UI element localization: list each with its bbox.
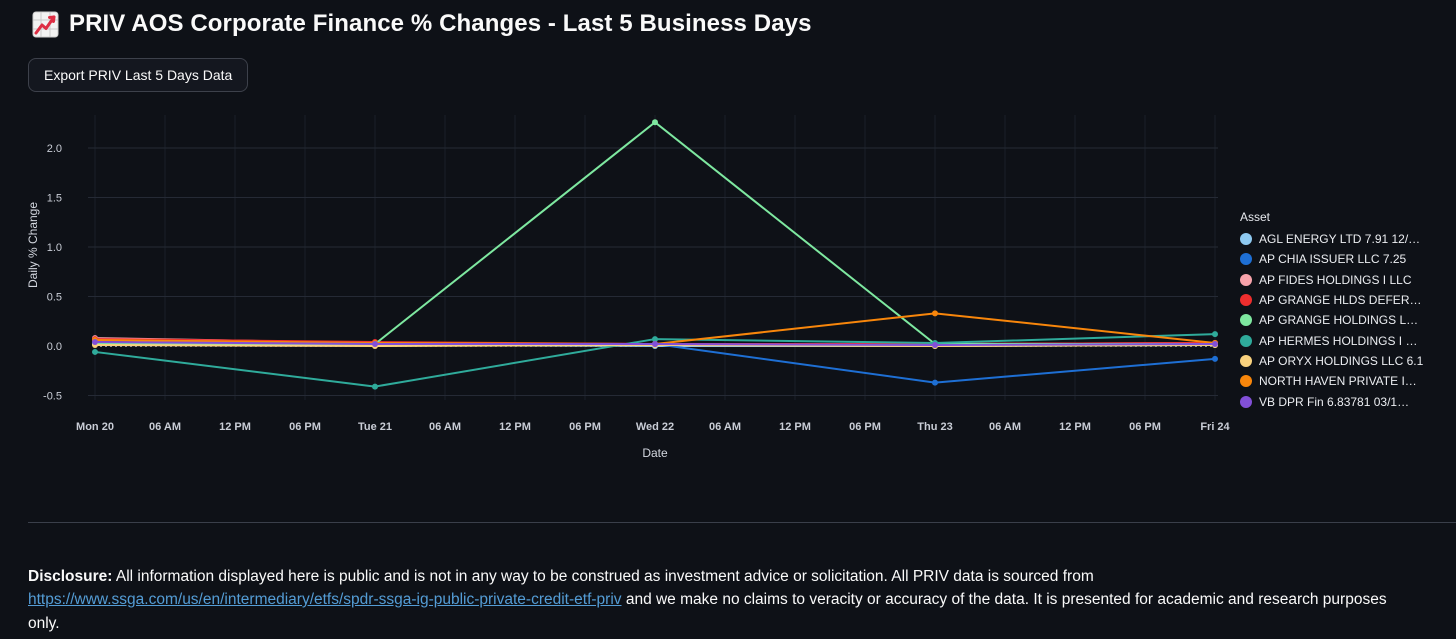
x-tick-label: 12 PM bbox=[779, 421, 811, 433]
export-data-button[interactable]: Export PRIV Last 5 Days Data bbox=[28, 58, 249, 92]
data-point bbox=[92, 348, 98, 355]
source-link[interactable]: https://www.ssga.com/us/en/intermediary/… bbox=[28, 591, 622, 609]
data-point bbox=[652, 119, 658, 126]
y-tick-label: 1.5 bbox=[47, 193, 62, 205]
data-point bbox=[932, 342, 938, 349]
x-tick-label: 06 PM bbox=[289, 421, 321, 433]
y-axis-title: Daily % Change bbox=[26, 202, 40, 288]
data-point bbox=[932, 310, 938, 317]
x-tick-label: 12 PM bbox=[219, 421, 251, 433]
x-tick-label: 06 AM bbox=[709, 421, 741, 433]
data-point bbox=[1212, 355, 1218, 362]
x-tick-label: Thu 23 bbox=[917, 421, 952, 433]
x-tick-label: 06 AM bbox=[989, 421, 1021, 433]
disclosure-text: Disclosure: All information displayed he… bbox=[28, 565, 1400, 636]
y-tick-label: -0.5 bbox=[43, 391, 62, 403]
legend-color-dot bbox=[1240, 273, 1252, 286]
y-tick-label: 0.0 bbox=[47, 341, 62, 353]
data-point bbox=[372, 341, 378, 348]
data-point bbox=[652, 336, 658, 343]
legend-color-dot bbox=[1240, 233, 1252, 246]
data-point bbox=[372, 383, 378, 390]
legend-item[interactable]: AP CHIA ISSUER LLC 7.25 bbox=[1240, 249, 1450, 269]
chart-legend: Asset AGL ENERGY LTD 7.91 12/… AP CHIA IS… bbox=[1240, 210, 1450, 412]
legend-color-dot bbox=[1240, 334, 1252, 347]
x-tick-label: Mon 20 bbox=[76, 421, 114, 433]
legend-color-dot bbox=[1240, 375, 1252, 388]
x-tick-label: 06 AM bbox=[149, 421, 181, 433]
x-tick-label: 06 PM bbox=[1129, 421, 1161, 433]
legend-color-dot bbox=[1240, 253, 1252, 266]
legend-label: VB DPR Fin 6.83781 03/1… bbox=[1259, 394, 1410, 409]
x-tick-label: Wed 22 bbox=[636, 421, 674, 433]
legend-label: NORTH HAVEN PRIVATE I… bbox=[1259, 374, 1417, 389]
x-tick-label: 12 PM bbox=[1059, 421, 1091, 433]
y-tick-label: 0.5 bbox=[47, 292, 62, 304]
legend-title: Asset bbox=[1240, 210, 1271, 224]
disclosure-after-link: and we make no claims to veracity or acc… bbox=[28, 591, 1387, 632]
legend-label: AP GRANGE HLDS DEFER… bbox=[1259, 293, 1422, 308]
legend-item[interactable]: AP GRANGE HOLDINGS L… bbox=[1240, 310, 1450, 330]
legend-label: AGL ENERGY LTD 7.91 12/… bbox=[1259, 232, 1421, 247]
legend-color-dot bbox=[1240, 314, 1252, 327]
x-tick-label: 06 PM bbox=[849, 421, 881, 433]
legend-item[interactable]: AP FIDES HOLDINGS I LLC bbox=[1240, 270, 1450, 290]
disclosure-before-link: All information displayed here is public… bbox=[112, 567, 1094, 585]
legend-item[interactable]: AP GRANGE HLDS DEFER… bbox=[1240, 290, 1450, 310]
x-tick-label: 06 AM bbox=[429, 421, 461, 433]
x-tick-label: Tue 21 bbox=[358, 421, 392, 433]
chart-increasing-icon bbox=[32, 11, 59, 38]
legend-label: AP GRANGE HOLDINGS L… bbox=[1259, 313, 1419, 328]
legend-item[interactable]: NORTH HAVEN PRIVATE I… bbox=[1240, 371, 1450, 391]
horizontal-divider bbox=[28, 522, 1456, 523]
legend-item[interactable]: VB DPR Fin 6.83781 03/1… bbox=[1240, 391, 1450, 411]
legend-label: AP FIDES HOLDINGS I LLC bbox=[1259, 272, 1412, 287]
legend-color-dot bbox=[1240, 395, 1252, 408]
chart-canvas[interactable]: 2.0 1.5 1.0 0.5 0.0 -0.5 Mon 20 06 AM 12 PM 06 PM… bbox=[0, 100, 1456, 475]
legend-label: AP ORYX HOLDINGS LLC 6.1 bbox=[1259, 353, 1424, 368]
x-axis-title: Date bbox=[642, 446, 668, 460]
legend-color-dot bbox=[1240, 354, 1252, 367]
data-point bbox=[92, 339, 98, 346]
page-title: PRIV AOS Corporate Finance % Changes - L… bbox=[69, 10, 812, 37]
y-tick-label: 2.0 bbox=[47, 143, 62, 155]
legend-item[interactable]: AP HERMES HOLDINGS I … bbox=[1240, 330, 1450, 350]
y-tick-label: 1.0 bbox=[47, 242, 62, 254]
data-point bbox=[1212, 331, 1218, 338]
data-point bbox=[1212, 341, 1218, 348]
x-tick-label: 12 PM bbox=[499, 421, 531, 433]
x-tick-label: Fri 24 bbox=[1200, 421, 1230, 433]
disclosure-label: Disclosure: bbox=[28, 567, 113, 585]
legend-label: AP CHIA ISSUER LLC 7.25 bbox=[1259, 252, 1407, 267]
data-point bbox=[652, 341, 658, 348]
legend-item[interactable]: AGL ENERGY LTD 7.91 12/… bbox=[1240, 229, 1450, 249]
page-header: PRIV AOS Corporate Finance % Changes - L… bbox=[32, 10, 812, 38]
legend-label: AP HERMES HOLDINGS I … bbox=[1259, 333, 1418, 348]
data-point bbox=[932, 379, 938, 386]
legend-color-dot bbox=[1240, 294, 1252, 307]
legend-item[interactable]: AP ORYX HOLDINGS LLC 6.1 bbox=[1240, 351, 1450, 371]
x-tick-label: 06 PM bbox=[569, 421, 601, 433]
line-chart: 2.0 1.5 1.0 0.5 0.0 -0.5 Mon 20 06 AM 12 PM 06 PM… bbox=[0, 100, 1456, 475]
